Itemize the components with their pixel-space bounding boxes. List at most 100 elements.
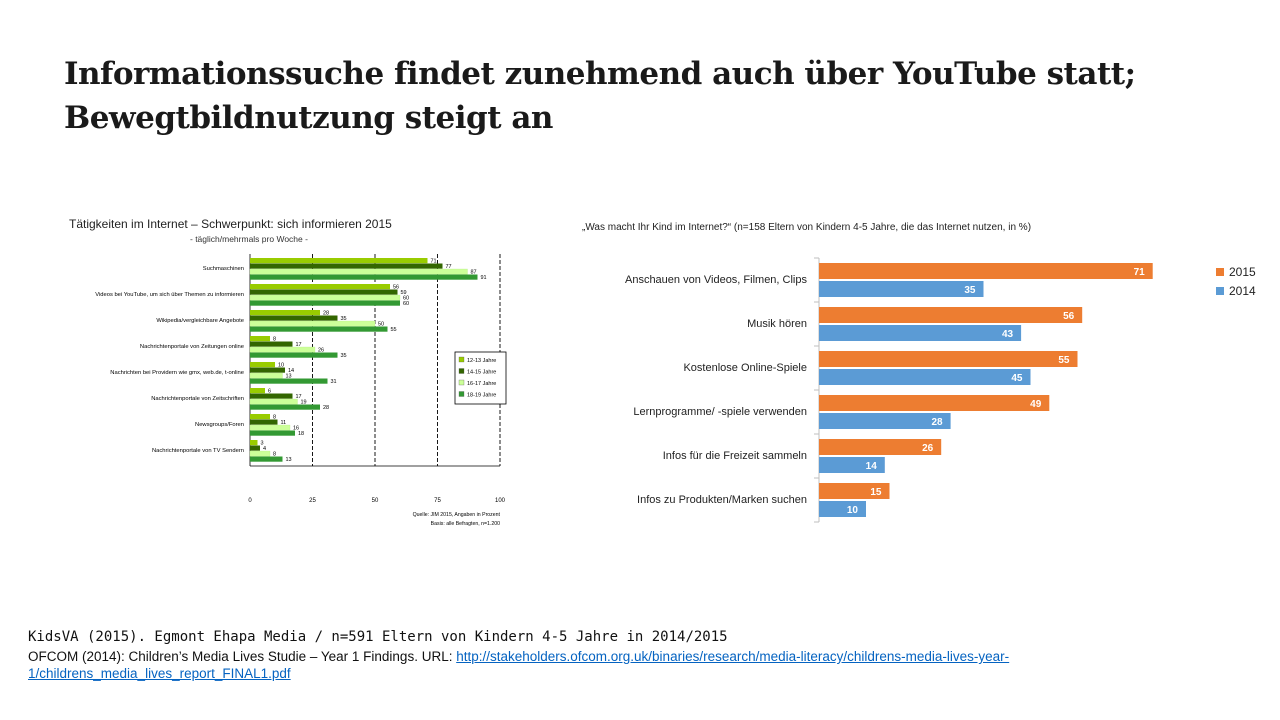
chart2-legend-label: 2015 — [1229, 265, 1256, 279]
chart1-data-label: 35 — [341, 353, 347, 359]
slide-title: Informationssuche findet zunehmend auch … — [64, 56, 1136, 136]
chart1-data-label: 59 — [401, 290, 407, 296]
chart1-data-label: 71 — [431, 259, 437, 265]
chart1-category-label: Videos bei YouTube, um sich über Themen … — [95, 292, 244, 298]
chart2-title: „Was macht Ihr Kind im Internet?“ (n=158… — [582, 222, 1031, 233]
chart2-category-label: Anschauen von Videos, Filmen, Clips — [625, 274, 808, 286]
chart1-bar — [250, 456, 283, 462]
chart2-legend-swatch — [1216, 287, 1224, 295]
chart2-data-label: 14 — [866, 461, 878, 472]
chart1-data-label: 14 — [288, 368, 294, 374]
chart1-bar — [250, 341, 293, 347]
chart1-legend-swatch — [458, 379, 465, 386]
chart1-category-label: Newsgroups/Foren — [195, 422, 244, 428]
chart2-data-label: 56 — [1063, 311, 1075, 322]
chart1-bar — [250, 326, 388, 332]
chart2-data-label: 71 — [1134, 267, 1146, 278]
chart2-data-label: 49 — [1030, 399, 1042, 410]
chart2-category-label: Musik hören — [747, 318, 807, 330]
chart1-bar — [250, 378, 328, 384]
chart1-bar — [249, 372, 283, 379]
chart1-bar — [250, 352, 338, 358]
ofcom-report-link[interactable]: http://stakeholders.ofcom.org.uk/binarie… — [28, 649, 1010, 681]
chart1-data-label: 13 — [286, 374, 292, 380]
chart1-bar — [250, 362, 275, 368]
chart1-bar — [249, 268, 468, 275]
chart1-tick-label: 0 — [248, 498, 252, 504]
chart1-data-label: 8 — [273, 452, 276, 458]
chart2-category-label: Infos zu Produkten/Marken suchen — [637, 494, 807, 506]
chart1-data-label: 50 — [378, 322, 384, 328]
chart1-bar — [250, 414, 270, 420]
chart1-data-label: 8 — [273, 415, 276, 421]
chart2-data-label: 55 — [1058, 355, 1070, 366]
chart1-data-label: 6 — [268, 389, 271, 395]
chart1-data-label: 16 — [293, 426, 299, 432]
chart1-bar — [250, 284, 390, 290]
chart2-category-label: Infos für die Freizeit sammeln — [663, 450, 807, 462]
chart2-data-label: 45 — [1011, 373, 1023, 384]
chart1-bar — [250, 289, 398, 295]
chart2-legend-label: 2014 — [1229, 284, 1256, 298]
chart1-bar — [249, 320, 376, 327]
chart1-bar — [250, 367, 285, 373]
chart2-data-label: 43 — [1002, 329, 1014, 340]
kidsva-chart: „Was macht Ihr Kind im Internet?“ (n=158… — [560, 210, 1270, 550]
chart1-bar — [250, 263, 443, 269]
chart1-title: Tätigkeiten im Internet – Schwerpunkt: s… — [69, 217, 392, 231]
chart1-data-label: 13 — [286, 457, 292, 463]
chart2-bar — [819, 369, 1031, 385]
chart1-bar — [249, 398, 298, 405]
jim-chart: Tätigkeiten im Internet – Schwerpunkt: s… — [60, 210, 530, 550]
chart1-legend-label: 18-19 Jahre — [467, 393, 496, 399]
chart1-bar — [250, 310, 320, 316]
chart2-bar — [819, 413, 951, 429]
chart1-bar — [250, 388, 265, 394]
chart1-data-label: 28 — [323, 311, 329, 317]
chart1-category-label: Nachrichtenportale von Zeitungen online — [140, 344, 244, 350]
chart1-bar — [250, 440, 258, 446]
chart1-bar — [249, 346, 316, 353]
chart1-category-label: Nachrichten bei Providern wie gmx, web.d… — [110, 370, 244, 376]
chart1-data-label: 28 — [323, 405, 329, 411]
chart1-data-label: 17 — [296, 342, 302, 348]
chart2-bar — [819, 501, 866, 517]
chart1-category-label: Suchmaschinen — [203, 266, 244, 272]
chart2-data-label: 35 — [964, 285, 976, 296]
chart1-bar — [250, 300, 400, 306]
chart1-data-label: 35 — [341, 316, 347, 322]
chart1-data-label: 18 — [298, 431, 304, 437]
chart1-data-label: 17 — [296, 394, 302, 400]
chart1-data-label: 11 — [281, 420, 287, 426]
chart1-tick-label: 75 — [434, 498, 441, 504]
chart1-data-label: 56 — [393, 285, 399, 291]
chart1-data-label: 4 — [263, 446, 266, 452]
source-footer: KidsVA (2015). Egmont Ehapa Media / n=59… — [28, 628, 1268, 682]
chart2-bar — [819, 263, 1153, 279]
chart1-bar — [250, 445, 260, 451]
chart1-legend-label: 16-17 Jahre — [467, 381, 496, 387]
chart1-bar — [250, 393, 293, 399]
chart2-category-label: Lernprogramme/ -spiele verwenden — [633, 406, 807, 418]
chart2-bar — [819, 307, 1083, 323]
chart1-tick-label: 50 — [372, 498, 379, 504]
jim-chart-svg: Tätigkeiten im Internet – Schwerpunkt: s… — [69, 217, 507, 527]
chart2-bar — [819, 439, 942, 455]
chart1-data-label: 31 — [331, 379, 337, 385]
chart1-data-label: 60 — [403, 301, 409, 307]
chart1-bar — [250, 419, 278, 425]
chart1-bar — [250, 274, 478, 280]
chart1-data-label: 87 — [471, 270, 477, 276]
chart2-bar — [819, 395, 1050, 411]
chart1-data-label: 10 — [278, 363, 284, 369]
source-ofcom: OFCOM (2014): Children’s Media Lives Stu… — [28, 648, 1268, 682]
chart2-data-label: 26 — [922, 443, 934, 454]
chart2-bar — [819, 351, 1078, 367]
chart1-data-label: 19 — [301, 400, 307, 406]
chart2-data-label: 10 — [847, 505, 859, 516]
chart1-bar — [250, 315, 338, 321]
chart1-legend-label: 12-13 Jahre — [467, 358, 496, 364]
chart1-tick-label: 25 — [309, 498, 316, 504]
chart1-legend-swatch — [458, 368, 465, 374]
chart2-data-label: 15 — [870, 487, 882, 498]
